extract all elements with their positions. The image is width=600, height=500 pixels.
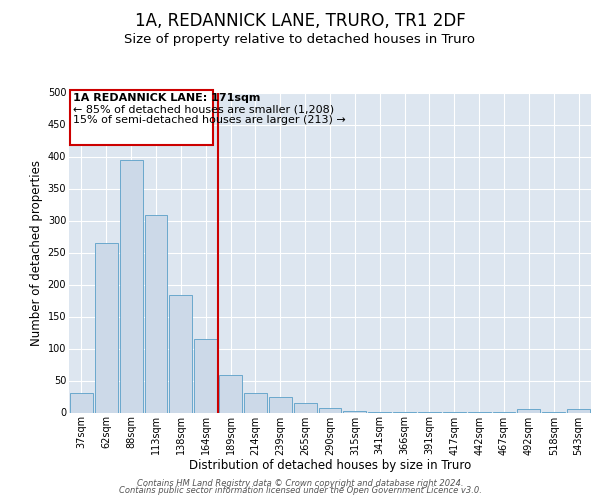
Bar [169, 296, 192, 412]
Bar [145, 216, 167, 412]
Text: Size of property relative to detached houses in Truro: Size of property relative to detached ho… [125, 32, 476, 46]
Text: 15% of semi-detached houses are larger (213) →: 15% of semi-detached houses are larger (… [73, 115, 346, 125]
Text: Contains HM Land Registry data © Crown copyright and database right 2024.: Contains HM Land Registry data © Crown c… [137, 478, 463, 488]
Bar [343, 411, 366, 412]
X-axis label: Distribution of detached houses by size in Truro: Distribution of detached houses by size … [189, 459, 471, 472]
Bar [95, 243, 118, 412]
Text: ← 85% of detached houses are smaller (1,208): ← 85% of detached houses are smaller (1,… [73, 104, 334, 114]
Text: 1A, REDANNICK LANE, TRURO, TR1 2DF: 1A, REDANNICK LANE, TRURO, TR1 2DF [134, 12, 466, 30]
Bar [294, 403, 317, 412]
Bar [194, 339, 217, 412]
Text: 1A REDANNICK LANE: 171sqm: 1A REDANNICK LANE: 171sqm [73, 93, 260, 103]
FancyBboxPatch shape [70, 90, 213, 145]
Y-axis label: Number of detached properties: Number of detached properties [31, 160, 43, 346]
Bar [244, 394, 267, 412]
Bar [269, 396, 292, 412]
Bar [567, 410, 590, 412]
Bar [70, 394, 93, 412]
Bar [319, 408, 341, 412]
Bar [517, 410, 540, 412]
Text: Contains public sector information licensed under the Open Government Licence v3: Contains public sector information licen… [119, 486, 481, 495]
Bar [219, 376, 242, 412]
Bar [120, 160, 143, 412]
